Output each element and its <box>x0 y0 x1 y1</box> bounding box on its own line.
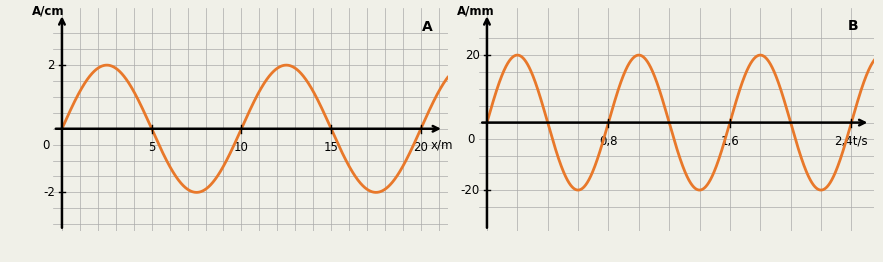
Text: 0: 0 <box>42 139 50 152</box>
Text: 2,4t/s: 2,4t/s <box>834 135 868 148</box>
Text: 2: 2 <box>48 59 55 72</box>
Text: 20: 20 <box>465 48 479 62</box>
Text: B: B <box>848 19 858 33</box>
Text: 0,8: 0,8 <box>600 135 618 148</box>
Text: A: A <box>421 20 433 34</box>
Text: -20: -20 <box>461 184 479 196</box>
Text: A/cm: A/cm <box>33 4 64 18</box>
Text: 20: 20 <box>413 141 428 154</box>
Text: 15: 15 <box>324 141 338 154</box>
Text: x/m: x/m <box>430 138 453 151</box>
Text: A/mm: A/mm <box>457 4 495 17</box>
Text: 1,6: 1,6 <box>721 135 739 148</box>
Text: 0: 0 <box>468 133 475 146</box>
Text: 10: 10 <box>234 141 249 154</box>
Text: 5: 5 <box>148 141 155 154</box>
Text: -2: -2 <box>43 186 55 199</box>
